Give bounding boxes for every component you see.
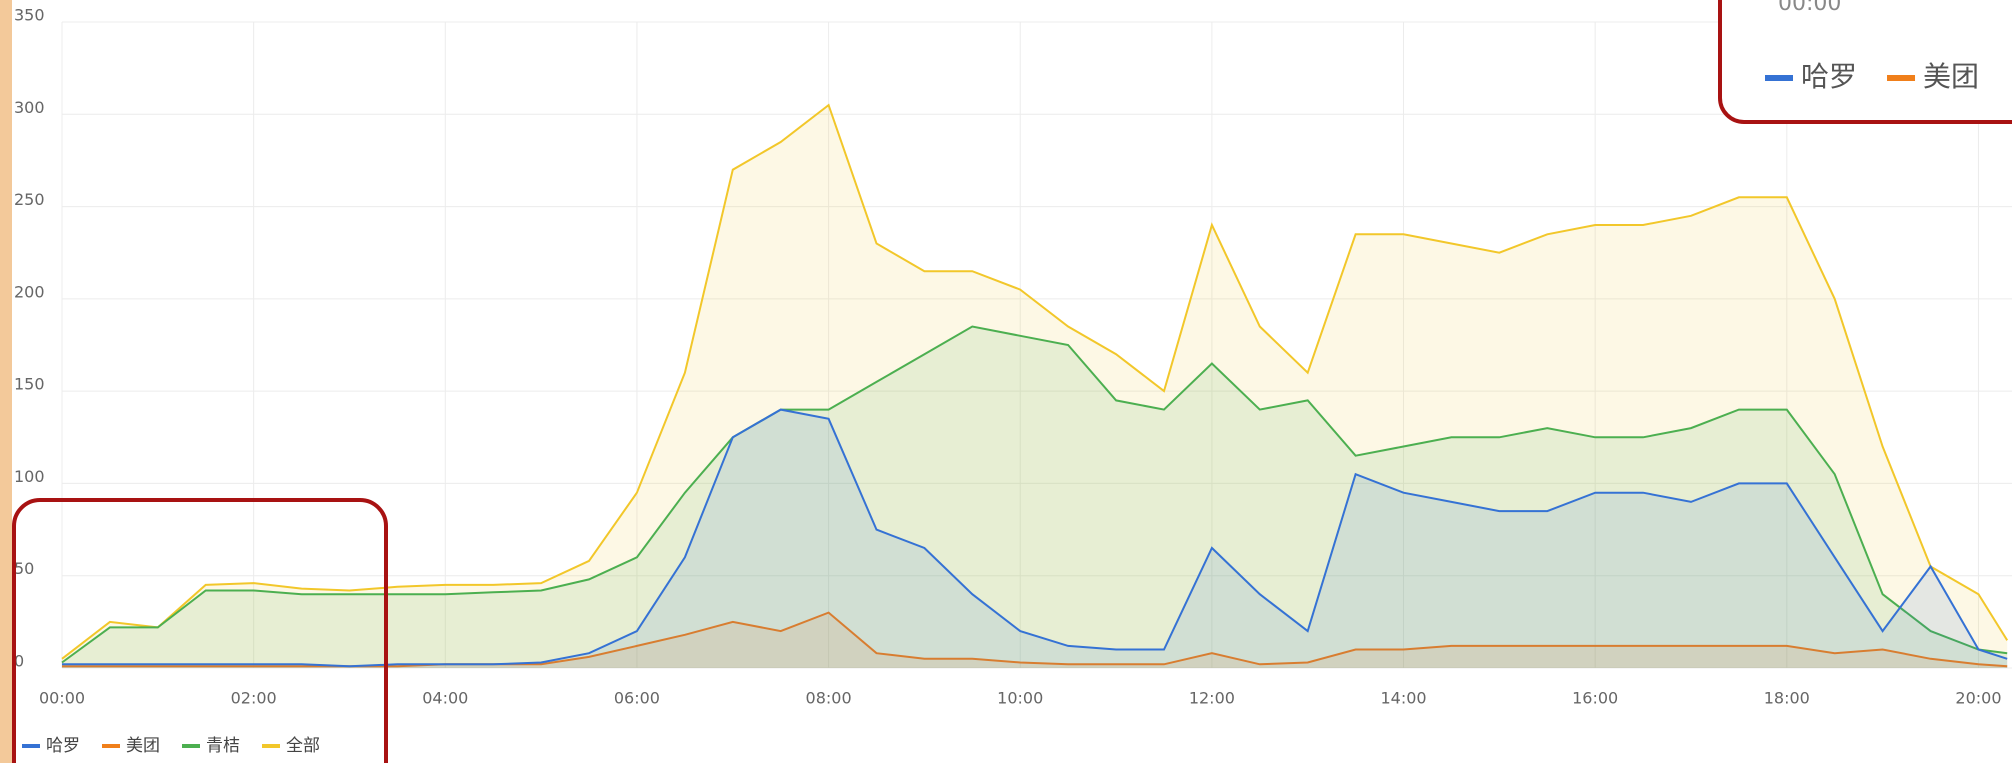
x-tick-label: 12:00 bbox=[1189, 689, 1235, 708]
line bbox=[61, 325, 2008, 664]
tooltip-legend: 哈罗 美团 bbox=[1765, 60, 1979, 93]
y-tick-label: 250 bbox=[14, 190, 45, 209]
highlight-box bbox=[12, 498, 388, 763]
x-tick-label: 14:00 bbox=[1380, 689, 1426, 708]
legend-label: 哈罗 bbox=[46, 736, 80, 756]
y-tick-label: 50 bbox=[14, 559, 34, 578]
legend-label: 美团 bbox=[126, 736, 160, 756]
line bbox=[61, 103, 2009, 660]
legend-label: 青桔 bbox=[206, 736, 240, 756]
tooltip-label: 哈罗 bbox=[1801, 60, 1857, 93]
tooltip-box bbox=[1718, 0, 2012, 124]
line bbox=[62, 611, 2008, 668]
y-tick-label: 200 bbox=[14, 282, 45, 301]
y-tick-label: 350 bbox=[14, 6, 45, 25]
area bbox=[62, 326, 2008, 668]
left-strip bbox=[0, 0, 12, 763]
x-tick-label: 08:00 bbox=[806, 689, 852, 708]
area bbox=[62, 612, 2008, 668]
tooltip-title: 00:00 bbox=[1778, 0, 1841, 16]
x-tick-label: 04:00 bbox=[422, 689, 468, 708]
tooltip: 00:00 哈罗 美团 bbox=[1718, 0, 2012, 124]
x-tick-label: 20:00 bbox=[1955, 689, 2001, 708]
x-tick-label: 18:00 bbox=[1764, 689, 1810, 708]
line bbox=[62, 408, 2008, 668]
tooltip-label: 美团 bbox=[1923, 60, 1979, 93]
y-tick-label: 100 bbox=[14, 467, 45, 486]
legend-label: 全部 bbox=[286, 736, 320, 756]
x-tick-label: 16:00 bbox=[1572, 689, 1618, 708]
plot: 0 50 100 150 200 250 300 350 00:00 02:00 04:00 06:0… bbox=[14, 6, 2012, 756]
x-tick-label: 06:00 bbox=[614, 689, 660, 708]
y-tick-label: 0 bbox=[14, 652, 24, 671]
y-tick-label: 150 bbox=[14, 375, 45, 394]
area bbox=[62, 409, 2008, 668]
x-tick-label: 00:00 bbox=[39, 689, 85, 708]
y-tick-label: 300 bbox=[14, 98, 45, 117]
area bbox=[62, 105, 2008, 669]
x-tick-label: 10:00 bbox=[997, 689, 1043, 708]
x-tick-label: 02:00 bbox=[231, 689, 277, 708]
